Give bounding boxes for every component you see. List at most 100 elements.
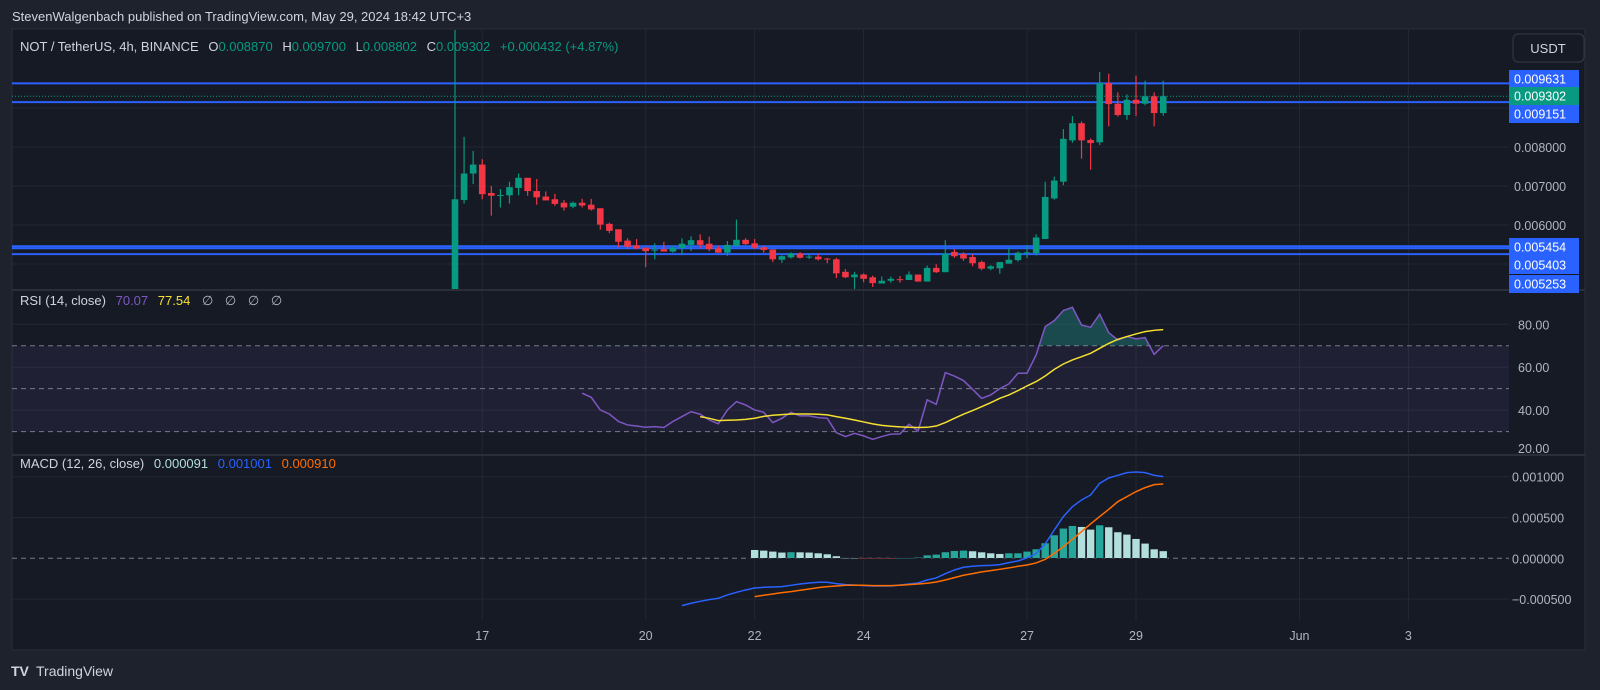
candle-body xyxy=(860,274,867,279)
candle xyxy=(606,222,613,234)
rsi-legend: RSI (14, close) 70.07 77.54 ∅ ∅ ∅ ∅ xyxy=(20,293,282,308)
price-tag-label: 0.005253 xyxy=(1514,278,1566,292)
candle xyxy=(887,276,895,283)
candle-body xyxy=(960,253,967,259)
macd-histogram-bar xyxy=(795,551,805,559)
candle-body xyxy=(878,280,886,284)
price-tag-label: 0.009302 xyxy=(1514,90,1566,104)
price-tag-label: 0.009151 xyxy=(1514,108,1566,122)
brand-name: TradingView xyxy=(36,663,114,679)
candle xyxy=(1096,72,1103,146)
candle xyxy=(715,245,722,253)
macd-histogram-bar xyxy=(950,550,959,559)
tv-logo-icon: TV xyxy=(11,663,30,679)
macd-histogram-bar xyxy=(768,550,778,559)
price-tag xyxy=(1509,70,1579,88)
candle-body xyxy=(1114,103,1122,116)
candle xyxy=(524,177,531,196)
candle xyxy=(624,238,631,250)
candle xyxy=(914,274,922,282)
candle-body xyxy=(951,251,958,257)
macd-histogram-bar xyxy=(1077,526,1086,559)
macd-histogram-bar xyxy=(931,554,941,559)
candle-body xyxy=(478,164,486,195)
candle xyxy=(469,150,477,185)
candle xyxy=(842,269,849,279)
candle-body xyxy=(615,229,622,242)
candle xyxy=(987,265,995,271)
open-value: 0.008870 xyxy=(218,39,272,54)
candle xyxy=(951,249,958,258)
candle xyxy=(778,255,786,263)
macd-hist-value: 0.000091 xyxy=(154,456,208,471)
price-tag xyxy=(1509,256,1579,274)
tradingview-logo[interactable]: TV TradingView xyxy=(11,663,114,679)
time-axis-label: Jun xyxy=(1289,629,1309,643)
candle xyxy=(478,159,486,200)
candle xyxy=(696,234,704,249)
candle-body xyxy=(587,204,595,210)
candle-body xyxy=(778,256,786,260)
candle xyxy=(787,252,795,259)
candle xyxy=(1123,94,1131,120)
candle-body xyxy=(796,253,804,258)
candle xyxy=(515,173,522,196)
macd-histogram-bar xyxy=(832,555,841,559)
symbol-name: NOT / TetherUS, 4h, BINANCE xyxy=(20,39,199,54)
candle xyxy=(760,245,768,253)
macd-histogram-bar xyxy=(850,557,859,560)
candle-body xyxy=(1014,252,1022,261)
rsi-line xyxy=(581,306,1164,441)
currency-label: USDT xyxy=(1530,41,1565,56)
candle-body xyxy=(869,277,876,284)
candle xyxy=(851,271,858,289)
macd-histogram-bar xyxy=(922,554,932,559)
macd-signal-value: 0.000910 xyxy=(282,456,336,471)
time-axis-label: 3 xyxy=(1405,629,1412,643)
currency-button[interactable]: USDT xyxy=(1512,33,1585,63)
macd-pane[interactable] xyxy=(12,471,1509,607)
candle xyxy=(1041,181,1049,240)
candle-body xyxy=(1150,96,1158,114)
macd-histogram-bar xyxy=(786,551,796,559)
time-axis-label: 29 xyxy=(1129,629,1143,643)
macd-histogram-bar xyxy=(1040,542,1050,559)
candle xyxy=(596,208,604,230)
candle-body xyxy=(488,193,495,196)
candle xyxy=(769,249,777,263)
candle-body xyxy=(887,278,895,281)
price-tag xyxy=(1509,238,1579,256)
candle xyxy=(1032,234,1040,256)
low-value: 0.008802 xyxy=(363,39,417,54)
candle-body xyxy=(987,266,995,269)
grid xyxy=(12,30,1585,620)
candle xyxy=(751,239,758,249)
candle-body xyxy=(942,253,949,273)
candle xyxy=(724,240,731,256)
macd-histogram-bar xyxy=(1086,529,1095,559)
price-pane[interactable] xyxy=(12,30,1509,303)
axes: 17 20 22 24 27 29 Jun 3 0.008000 0.007000 0.006000… xyxy=(475,70,1579,643)
candle-body xyxy=(1060,138,1067,182)
macd-histogram-bar xyxy=(986,552,996,559)
candle xyxy=(932,264,940,273)
rsi-axis-label: 60.00 xyxy=(1518,361,1549,375)
rsi-value: 70.07 xyxy=(116,293,149,308)
candle xyxy=(1132,75,1140,117)
candle-body xyxy=(1105,83,1113,105)
candle xyxy=(733,219,740,247)
rsi-pane[interactable] xyxy=(12,306,1509,441)
candle xyxy=(506,181,513,204)
macd-histogram-bar xyxy=(1113,531,1123,559)
candle xyxy=(587,198,595,211)
candle-body xyxy=(1141,96,1149,104)
candle xyxy=(969,254,976,267)
candle-body xyxy=(1159,96,1167,114)
candle xyxy=(669,245,677,253)
candle-body xyxy=(606,223,613,231)
candle-body xyxy=(814,256,822,260)
macd-histogram-bar xyxy=(904,557,914,559)
candle-body xyxy=(978,262,985,269)
candle-body xyxy=(696,240,704,245)
